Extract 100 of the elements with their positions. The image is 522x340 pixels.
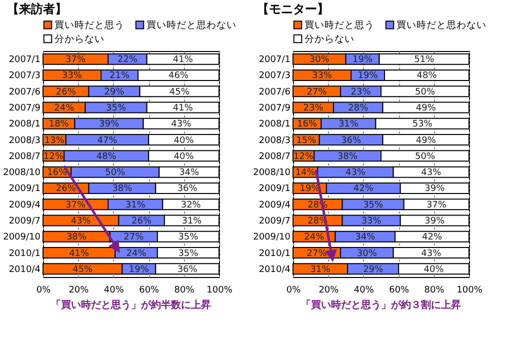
data-label: 35% bbox=[178, 232, 199, 243]
data-label: 53% bbox=[412, 120, 433, 130]
data-label: 43% bbox=[421, 168, 442, 178]
data-label: 41% bbox=[172, 55, 194, 66]
y-tick-label: 2007/6 bbox=[8, 87, 41, 98]
data-label: 30% bbox=[309, 55, 330, 66]
data-label: 24% bbox=[126, 248, 147, 259]
data-label: 23% bbox=[303, 104, 324, 114]
data-label: 39% bbox=[424, 184, 446, 194]
y-tick-label: 2008/3 bbox=[258, 136, 290, 146]
data-label: 48% bbox=[416, 71, 438, 82]
y-tick-label: 2007/3 bbox=[258, 71, 290, 82]
data-label: 37% bbox=[66, 200, 86, 210]
data-label: 31% bbox=[182, 216, 202, 226]
y-tick-label: 2007/9 bbox=[258, 104, 291, 114]
data-label: 38% bbox=[66, 232, 87, 243]
x-tick-label: 80% bbox=[424, 286, 445, 296]
y-tick-label: 2007/1 bbox=[258, 55, 290, 66]
data-label: 33% bbox=[312, 71, 332, 82]
data-label: 29% bbox=[363, 264, 384, 275]
y-tick-label: 2009/7 bbox=[258, 216, 290, 226]
data-label: 33% bbox=[62, 71, 82, 82]
data-label: 12% bbox=[294, 152, 314, 162]
data-label: 29% bbox=[104, 87, 125, 98]
data-label: 19% bbox=[358, 71, 378, 82]
data-label: 42% bbox=[422, 232, 442, 243]
y-tick-label: 2009/1 bbox=[8, 184, 40, 194]
data-label: 14% bbox=[295, 168, 316, 178]
data-label: 31% bbox=[310, 264, 331, 275]
data-label: 50% bbox=[105, 168, 126, 178]
y-tick-label: 2009/10 bbox=[3, 232, 41, 243]
chart-title: 【来訪者】 bbox=[7, 2, 67, 16]
data-label: 35% bbox=[106, 104, 126, 114]
legend-label: 分からない bbox=[54, 32, 104, 45]
data-label: 13% bbox=[44, 136, 65, 146]
data-label: 36% bbox=[177, 184, 198, 194]
data-label: 31% bbox=[338, 120, 359, 130]
data-label: 27% bbox=[124, 232, 144, 243]
y-tick-label: 2009/7 bbox=[8, 216, 40, 226]
data-label: 22% bbox=[117, 55, 138, 66]
data-label: 37% bbox=[66, 55, 86, 66]
x-tick-label: 0% bbox=[36, 286, 52, 296]
data-label: 24% bbox=[304, 232, 325, 243]
data-label: 43% bbox=[70, 216, 92, 226]
data-label: 50% bbox=[414, 152, 436, 162]
legend-label: 買い時だと思う bbox=[304, 18, 374, 31]
data-label: 40% bbox=[174, 152, 194, 162]
data-label: 16% bbox=[297, 120, 318, 130]
data-label: 39% bbox=[98, 120, 120, 130]
legend-label: 買い時だと思わない bbox=[146, 18, 236, 31]
legend-label: 買い時だと思う bbox=[54, 18, 124, 31]
data-label: 45% bbox=[169, 87, 190, 98]
data-label: 19% bbox=[128, 264, 150, 275]
data-label: 33% bbox=[361, 216, 382, 226]
data-label: 40% bbox=[424, 264, 444, 275]
y-tick-label: 2009/1 bbox=[258, 184, 290, 194]
x-tick-label: 20% bbox=[318, 286, 340, 296]
data-label: 38% bbox=[338, 152, 358, 162]
data-label: 26% bbox=[56, 184, 76, 194]
x-tick-label: 20% bbox=[68, 286, 90, 296]
data-label: 15% bbox=[296, 136, 317, 146]
x-tick-label: 80% bbox=[174, 286, 195, 296]
data-label: 19% bbox=[352, 55, 373, 66]
data-label: 49% bbox=[416, 104, 436, 114]
y-tick-label: 2007/6 bbox=[258, 87, 291, 98]
chart-title: 【モニター】 bbox=[257, 2, 329, 16]
y-tick-label: 2008/3 bbox=[8, 136, 40, 146]
data-label: 16% bbox=[47, 168, 68, 178]
data-label: 35% bbox=[363, 200, 384, 210]
y-tick-label: 2010/1 bbox=[258, 248, 290, 259]
x-tick-label: 100% bbox=[456, 286, 483, 296]
data-label: 26% bbox=[132, 216, 152, 226]
legend-label: 買い時だと思わない bbox=[396, 18, 486, 31]
y-tick-label: 2007/3 bbox=[8, 71, 40, 82]
text: 「買い時だと思う」が約３割に上昇 bbox=[301, 299, 461, 311]
data-label: 38% bbox=[112, 184, 133, 194]
y-tick-label: 2008/7 bbox=[258, 152, 290, 162]
y-tick-label: 2008/10 bbox=[3, 168, 41, 178]
data-label: 28% bbox=[348, 104, 369, 114]
data-label: 36% bbox=[341, 136, 362, 146]
data-label: 34% bbox=[179, 168, 200, 178]
x-tick-label: 40% bbox=[354, 286, 374, 296]
data-label: 40% bbox=[174, 136, 194, 146]
data-label: 27% bbox=[306, 87, 328, 98]
data-label: 34% bbox=[355, 232, 376, 243]
x-tick-label: 60% bbox=[389, 286, 410, 296]
data-label: 39% bbox=[424, 216, 446, 226]
data-label: 18% bbox=[48, 120, 70, 130]
data-label: 24% bbox=[54, 104, 75, 114]
data-label: 51% bbox=[414, 55, 435, 66]
data-label: 21% bbox=[110, 71, 130, 82]
legend-label: 分からない bbox=[304, 32, 354, 45]
y-tick-label: 2009/4 bbox=[258, 200, 291, 210]
x-tick-label: 60% bbox=[139, 286, 160, 296]
data-label: 42% bbox=[353, 184, 374, 194]
data-label: 46% bbox=[168, 71, 189, 82]
data-label: 19% bbox=[300, 184, 320, 194]
data-label: 43% bbox=[345, 168, 366, 178]
y-tick-label: 2008/7 bbox=[8, 152, 40, 162]
y-tick-label: 2008/1 bbox=[8, 120, 40, 130]
